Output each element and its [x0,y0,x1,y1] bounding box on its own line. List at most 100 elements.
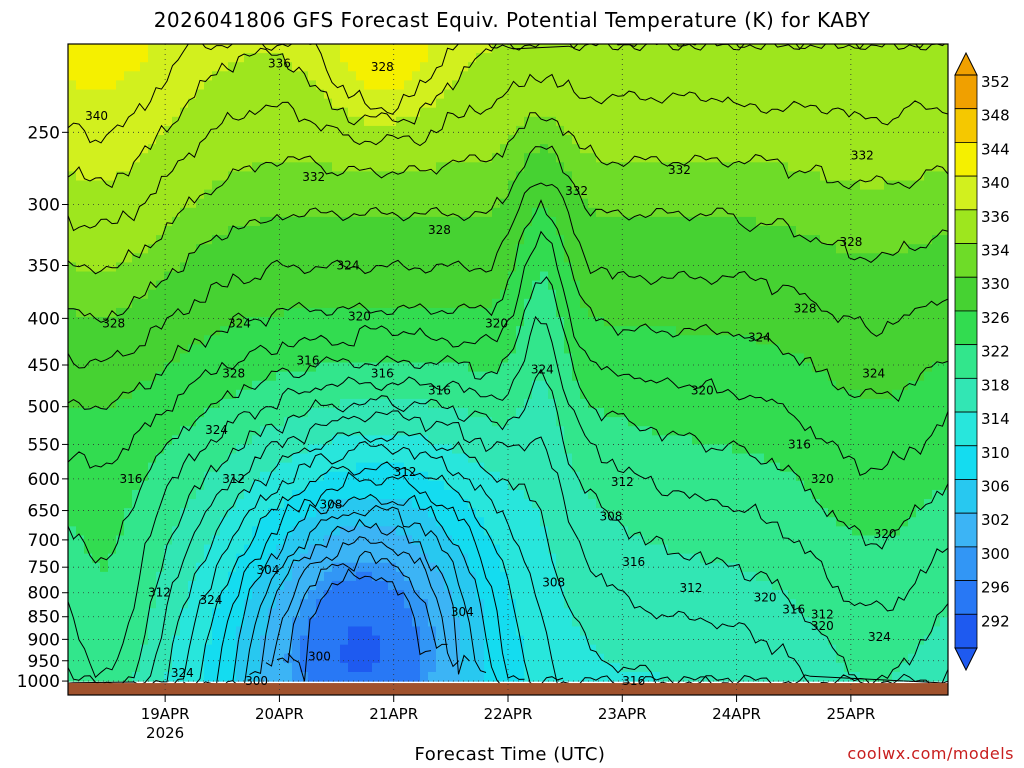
heatmap-cell [284,307,293,318]
heatmap-cell [156,207,165,218]
heatmap-cell [508,417,517,427]
heatmap-cell [500,371,509,382]
heatmap-cell [132,408,141,418]
heatmap-cell [532,599,541,609]
heatmap-cell [212,307,221,318]
heatmap-cell [340,180,349,191]
heatmap-cell [180,235,189,245]
heatmap-cell [388,389,397,400]
heatmap-cell [188,89,197,100]
heatmap-cell [92,98,101,109]
heatmap-cell [572,562,581,573]
heatmap-cell [556,453,565,464]
heatmap-cell [380,216,389,227]
heatmap-cell [564,144,573,154]
heatmap-cell [500,162,509,173]
heatmap-cell [76,453,85,464]
heatmap-cell [316,80,325,91]
heatmap-cell [252,253,261,264]
heatmap-cell [156,599,165,609]
source-credit[interactable]: coolwx.com/models [847,744,1014,763]
heatmap-cell [76,444,85,455]
heatmap-cell [636,189,645,200]
heatmap-cell [108,198,117,209]
heatmap-cell [260,298,269,309]
heatmap-cell [556,626,565,637]
heatmap-cell [292,207,301,218]
heatmap-cell [572,499,581,509]
heatmap-cell [508,216,517,227]
heatmap-cell [324,162,333,173]
heatmap-cell [292,671,301,682]
heatmap-cell [484,571,493,582]
heatmap-cell [468,535,477,546]
heatmap-cell [284,135,293,145]
heatmap-cell [380,471,389,482]
heatmap-cell [572,189,581,200]
heatmap-cell [348,317,357,327]
heatmap-cell [612,189,621,200]
heatmap-cell [492,235,501,245]
heatmap-cell [188,235,197,245]
heatmap-cell [460,207,469,218]
heatmap-cell [444,335,453,345]
heatmap-cell [300,244,309,254]
heatmap-cell [588,89,597,100]
heatmap-cell [228,326,237,336]
heatmap-cell [388,453,397,464]
heatmap-cell [364,289,373,300]
heatmap-cell [260,426,269,436]
heatmap-cell [108,317,117,327]
heatmap-cell [348,207,357,218]
heatmap-cell [532,116,541,127]
heatmap-cell [268,462,277,473]
heatmap-cell [428,480,437,491]
heatmap-cell [220,617,229,628]
heatmap-cell [276,162,285,173]
heatmap-cell [492,499,501,509]
heatmap-cell [420,371,429,382]
heatmap-cell [92,526,101,537]
heatmap-cell [420,580,429,591]
heatmap-cell [540,353,549,364]
heatmap-cell [220,289,229,300]
heatmap-cell [572,626,581,637]
heatmap-cell [108,480,117,491]
heatmap-cell [116,289,125,300]
heatmap-cell [180,371,189,382]
heatmap-cell [620,535,629,546]
heatmap-cell [108,590,117,600]
heatmap-cell [236,453,245,464]
heatmap-cell [588,608,597,618]
heatmap-cell [68,389,77,400]
heatmap-cell [172,535,181,546]
heatmap-cell [492,635,501,646]
heatmap-cell [380,489,389,500]
heatmap-cell [404,171,413,182]
heatmap-cell [284,635,293,646]
heatmap-cell [236,207,245,218]
heatmap-cell [260,207,269,218]
heatmap-cell [460,590,469,600]
heatmap-cell [452,362,461,373]
heatmap-cell [540,226,549,236]
heatmap-cell [116,44,125,54]
heatmap-cell [572,216,581,227]
heatmap-cell [580,335,589,345]
heatmap-cell [316,116,325,127]
heatmap-cell [388,44,397,54]
heatmap-cell [484,444,493,455]
heatmap-cell [628,235,637,245]
heatmap-cell [492,53,501,63]
heatmap-cell [540,135,549,145]
heatmap-cell [68,362,77,373]
heatmap-cell [508,590,517,600]
heatmap-cell [316,244,325,254]
heatmap-cell [588,362,597,373]
heatmap-cell [340,635,349,646]
heatmap-cell [244,44,253,54]
heatmap-cell [324,635,333,646]
heatmap-cell [220,262,229,273]
heatmap-cell [348,453,357,464]
heatmap-cell [372,153,381,163]
